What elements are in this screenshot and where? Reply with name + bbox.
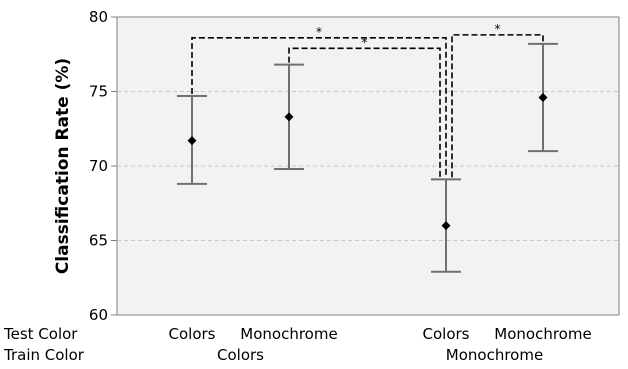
plot-area (116, 16, 620, 316)
significance-bracket (451, 34, 544, 178)
significance-star: * (316, 25, 322, 39)
mean-point (441, 221, 451, 231)
test-color-label: Colors (423, 325, 470, 343)
y-tick-label: 65 (89, 232, 108, 250)
train-color-label: Colors (217, 346, 264, 364)
test-color-label: Monochrome (240, 325, 337, 343)
significance-star: * (495, 22, 501, 36)
test-color-label: Monochrome (494, 325, 591, 343)
y-axis-label: Classification Rate (%) (53, 58, 73, 274)
y-tick-label: 80 (89, 8, 108, 26)
train-color-row-label: Train Color (3, 346, 85, 364)
y-tick-label: 60 (89, 306, 108, 324)
test-color-row-label: Test Color (3, 325, 78, 343)
significance-brackets: * * * (191, 22, 544, 178)
significance-star: * (362, 35, 368, 49)
mean-point (187, 136, 197, 146)
mean-point (284, 112, 294, 122)
significance-bracket (288, 47, 441, 178)
mean-points (187, 92, 548, 231)
y-tick-label: 75 (89, 83, 108, 101)
y-tick-label: 70 (89, 157, 108, 175)
significance-bracket (191, 37, 447, 178)
train-color-label: Monochrome (446, 346, 543, 364)
mean-point (538, 92, 548, 102)
y-axis-ticks: 60 65 70 75 80 (89, 8, 117, 324)
test-color-label: Colors (169, 325, 216, 343)
